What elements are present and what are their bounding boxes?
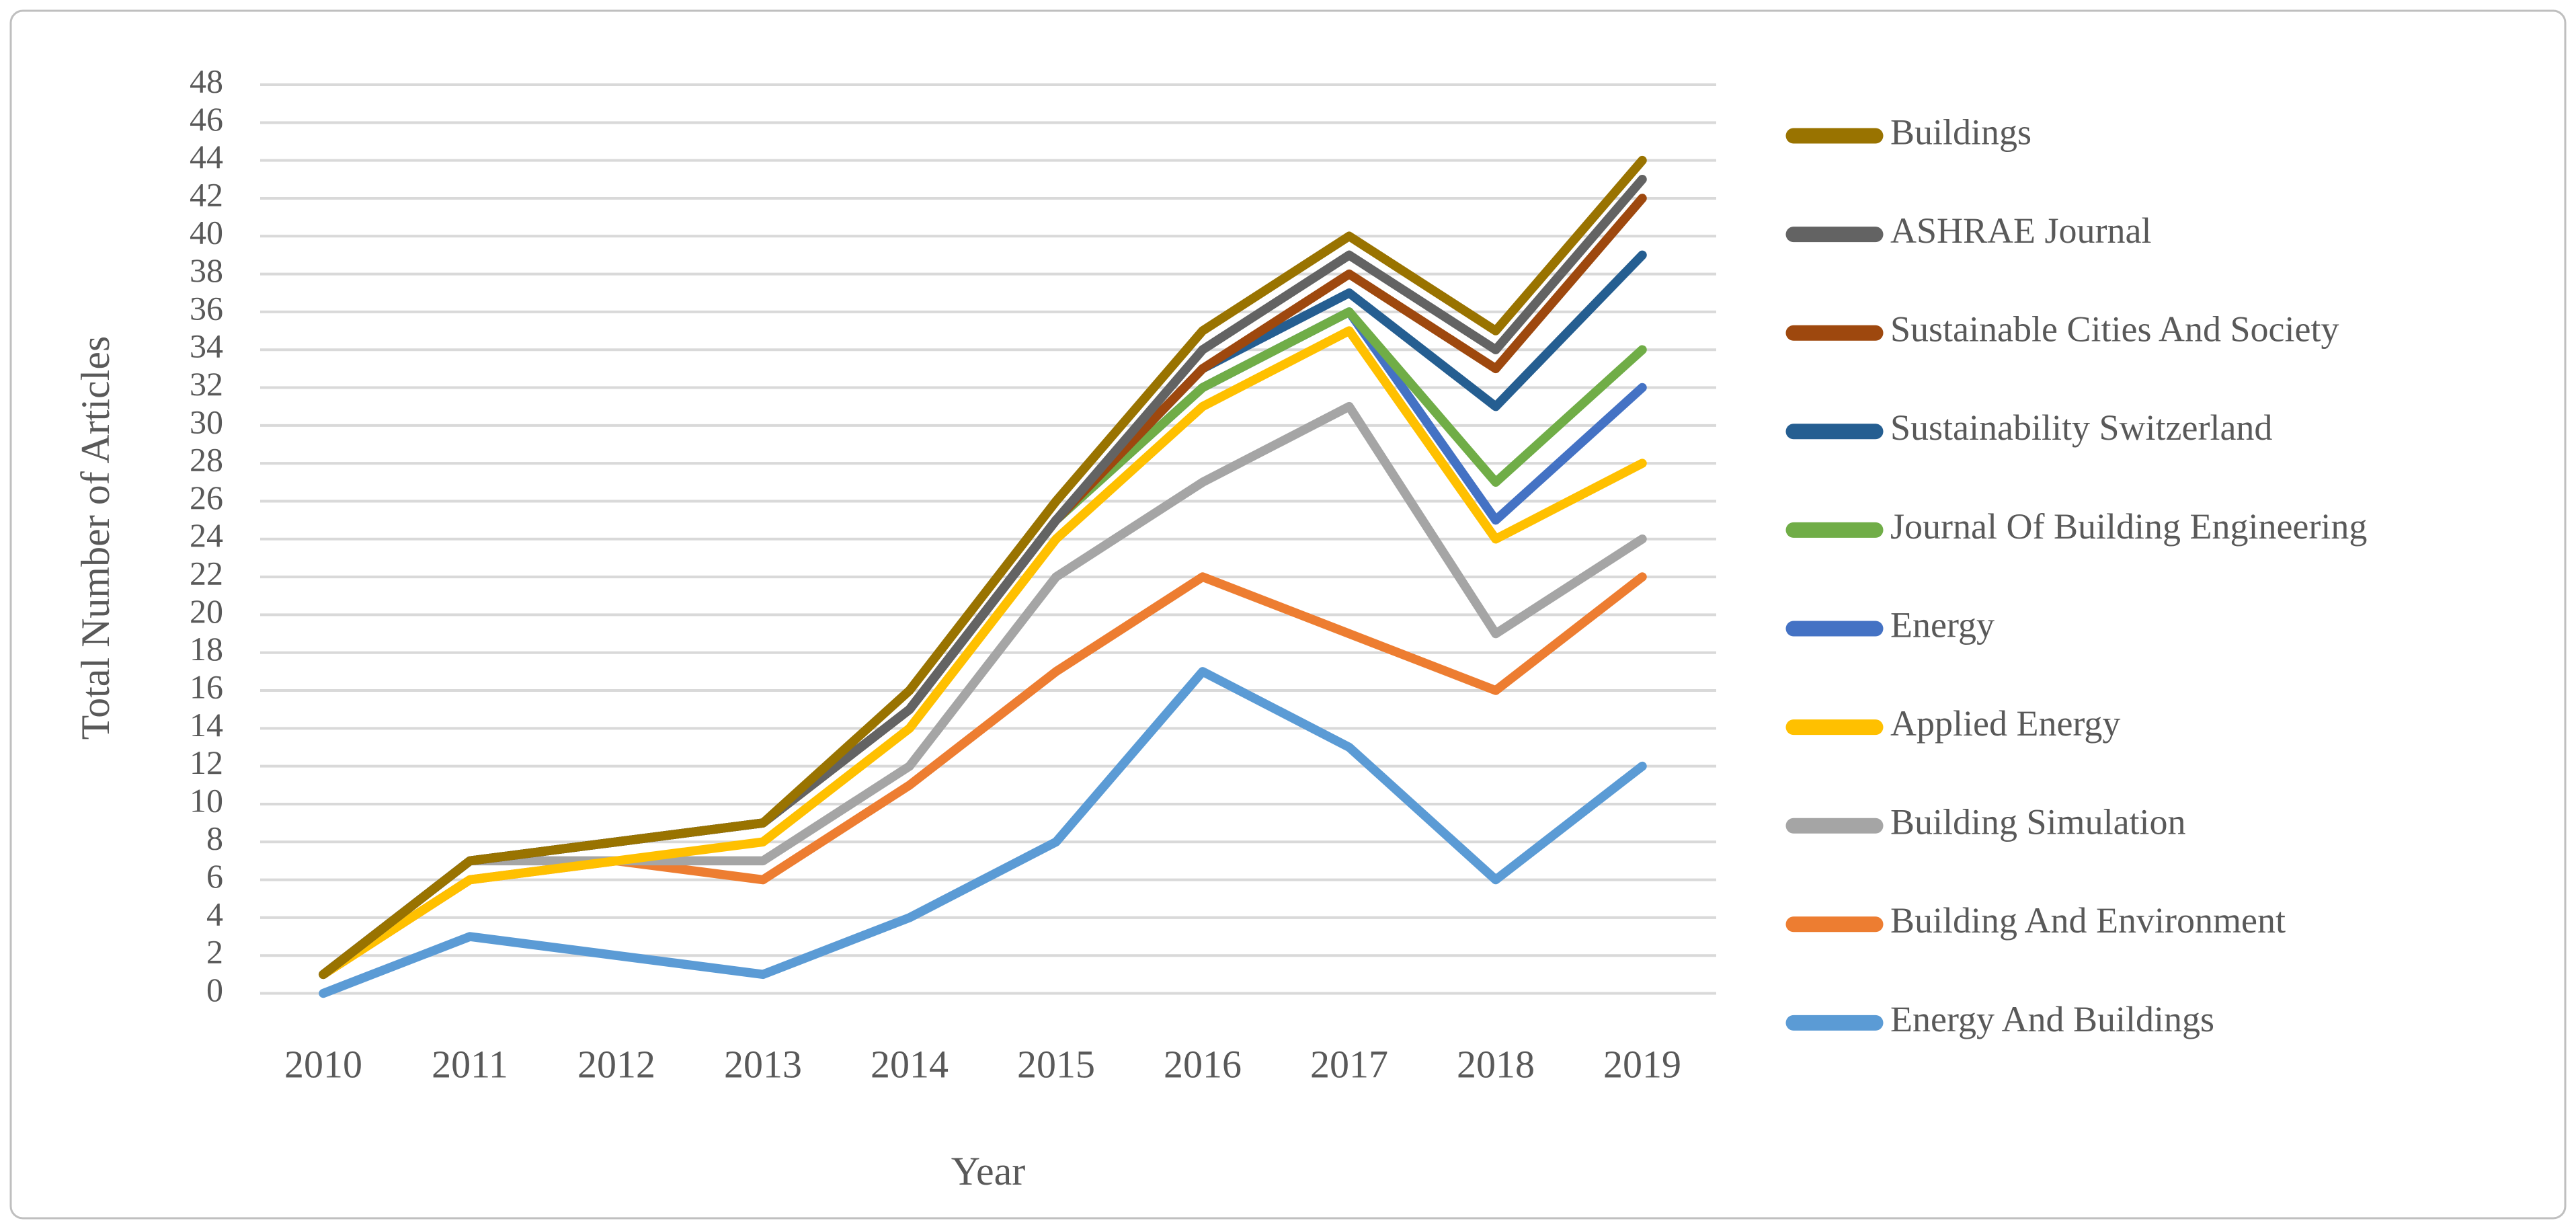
legend-item: Building And Environment bbox=[1785, 900, 2286, 941]
y-tick-label: 30 bbox=[190, 403, 223, 440]
series-line-energy-and-buildings bbox=[319, 667, 1647, 998]
y-tick-label: 28 bbox=[190, 441, 223, 479]
y-tick-label: 14 bbox=[190, 706, 223, 744]
legend-item: Sustainable Cities And Society bbox=[1785, 309, 2339, 350]
legend-item: Sustainability Switzerland bbox=[1785, 407, 2272, 448]
legend-item: Energy bbox=[1785, 604, 1995, 645]
x-tick-label: 2014 bbox=[871, 1042, 949, 1086]
series-lines-group bbox=[319, 155, 1647, 998]
series-line-applied-energy bbox=[319, 326, 1647, 980]
x-tick-label: 2017 bbox=[1310, 1042, 1388, 1086]
legend-label: ASHRAE Journal bbox=[1890, 210, 2152, 251]
x-tick-label: 2012 bbox=[577, 1042, 655, 1086]
x-tick-label: 2018 bbox=[1457, 1042, 1535, 1086]
y-tick-label: 20 bbox=[190, 592, 223, 630]
y-tick-label: 44 bbox=[190, 138, 223, 175]
legend-label: Journal Of Building Engineering bbox=[1890, 506, 2367, 547]
x-tick-label: 2015 bbox=[1017, 1042, 1095, 1086]
y-tick-label: 46 bbox=[190, 100, 223, 138]
y-tick-label: 36 bbox=[190, 289, 223, 327]
y-axis-title: Total Number of Articles bbox=[73, 336, 118, 740]
legend-item: Journal Of Building Engineering bbox=[1785, 506, 2367, 547]
figure-border bbox=[9, 9, 2567, 1220]
gridlines-group bbox=[260, 83, 1716, 995]
y-tick-label: 48 bbox=[190, 62, 223, 100]
legend-label: Energy bbox=[1890, 604, 1995, 645]
legend-item: ASHRAE Journal bbox=[1785, 210, 2152, 251]
legend-label: Applied Energy bbox=[1890, 703, 2120, 744]
y-tick-label: 8 bbox=[206, 820, 223, 857]
y-tick-label: 16 bbox=[190, 668, 223, 705]
y-tick-label: 2 bbox=[206, 933, 223, 971]
legend-item: Buildings bbox=[1785, 112, 2031, 152]
legend-label: Buildings bbox=[1890, 112, 2031, 152]
y-tick-label: 10 bbox=[190, 781, 223, 819]
legend-item: Applied Energy bbox=[1785, 703, 2120, 744]
y-tick-label: 32 bbox=[190, 365, 223, 403]
y-tick-label: 34 bbox=[190, 327, 223, 365]
y-tick-label: 24 bbox=[190, 516, 223, 554]
y-tick-label: 6 bbox=[206, 857, 223, 895]
y-tick-label: 12 bbox=[190, 744, 223, 781]
legend-label: Sustainability Switzerland bbox=[1890, 407, 2272, 448]
legend-label: Sustainable Cities And Society bbox=[1890, 309, 2339, 350]
y-tick-label: 38 bbox=[190, 251, 223, 289]
y-tick-label: 0 bbox=[206, 971, 223, 1008]
x-tick-label: 2011 bbox=[432, 1042, 508, 1086]
y-tick-label: 18 bbox=[190, 630, 223, 668]
x-tick-label: 2016 bbox=[1164, 1042, 1242, 1086]
legend-item: Building Simulation bbox=[1785, 802, 2186, 842]
y-tick-label: 26 bbox=[190, 479, 223, 516]
y-tick-label: 4 bbox=[206, 895, 223, 933]
x-tick-label: 2013 bbox=[724, 1042, 802, 1086]
legend-label: Energy And Buildings bbox=[1890, 999, 2214, 1039]
x-axis-tick-labels: 2010 2011 2012 2013 2014 2015 2016 2017 2018 2019 bbox=[284, 1042, 1681, 1086]
legend-item: Energy And Buildings bbox=[1785, 999, 2214, 1039]
y-tick-label: 42 bbox=[190, 175, 223, 213]
x-axis-title: Year bbox=[951, 1149, 1026, 1193]
legend: Buildings ASHRAE Journal Sustainable Citie… bbox=[1785, 112, 2367, 1039]
y-axis-tick-labels: 0246810121416182022242628303234363840424… bbox=[190, 62, 223, 1008]
series-line-buildings bbox=[319, 155, 1647, 980]
y-tick-label: 40 bbox=[190, 214, 223, 251]
legend-label: Building Simulation bbox=[1890, 802, 2186, 842]
series-line-building-simulation bbox=[319, 401, 1647, 980]
y-tick-label: 22 bbox=[190, 555, 223, 592]
x-tick-label: 2010 bbox=[284, 1042, 362, 1086]
x-tick-label: 2019 bbox=[1603, 1042, 1681, 1086]
legend-label: Building And Environment bbox=[1890, 900, 2286, 941]
